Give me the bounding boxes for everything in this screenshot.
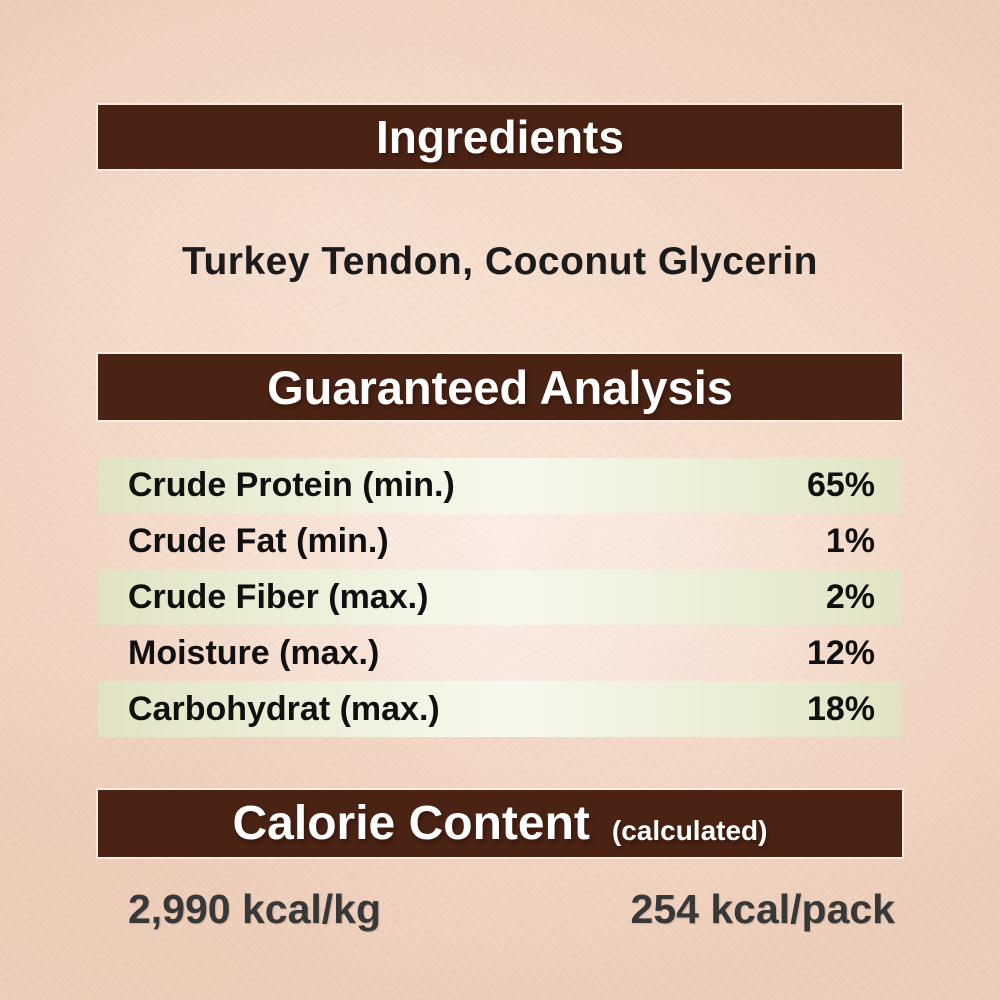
- guaranteed-analysis-title: Guaranteed Analysis: [267, 360, 733, 414]
- calories-per-pack: 254 kcal/pack: [630, 886, 895, 932]
- calorie-content-title: Calorie Content: [232, 797, 590, 850]
- row-label: Moisture (max.): [128, 633, 380, 672]
- row-value: 12%: [806, 633, 875, 672]
- guaranteed-analysis-table: Crude Protein (min.) 65% Crude Fat (min.…: [98, 458, 902, 737]
- row-label: Crude Protein (min.): [128, 466, 455, 505]
- table-row: Moisture (max.) 12%: [98, 625, 902, 682]
- row-value: 65%: [806, 466, 875, 505]
- ingredients-title: Ingredients: [376, 111, 624, 163]
- calorie-content-header-bar: Calorie Content (calculated): [98, 790, 902, 857]
- row-value: 2%: [825, 577, 875, 616]
- table-row: Crude Fiber (max.) 2%: [98, 569, 902, 626]
- calorie-content-subtitle: (calculated): [611, 814, 768, 846]
- row-label: Crude Fiber (max.): [128, 577, 429, 616]
- table-row: Carbohydrat (max.) 18%: [98, 681, 902, 737]
- table-row: Crude Fat (min.) 1%: [98, 513, 902, 570]
- row-label: Crude Fat (min.): [128, 522, 389, 561]
- row-value: 1%: [825, 522, 875, 561]
- ingredients-header-bar: Ingredients: [98, 105, 902, 169]
- guaranteed-analysis-header-bar: Guaranteed Analysis: [98, 354, 902, 420]
- calorie-values-row: 2,990 kcal/kg 254 kcal/pack: [98, 886, 902, 933]
- row-label: Carbohydrat (max.): [128, 689, 440, 728]
- ingredients-list: Turkey Tendon, Coconut Glycerin: [182, 240, 818, 283]
- calories-per-kg: 2,990 kcal/kg: [128, 886, 382, 932]
- table-row: Crude Protein (min.) 65%: [98, 458, 902, 514]
- row-value: 18%: [806, 689, 875, 728]
